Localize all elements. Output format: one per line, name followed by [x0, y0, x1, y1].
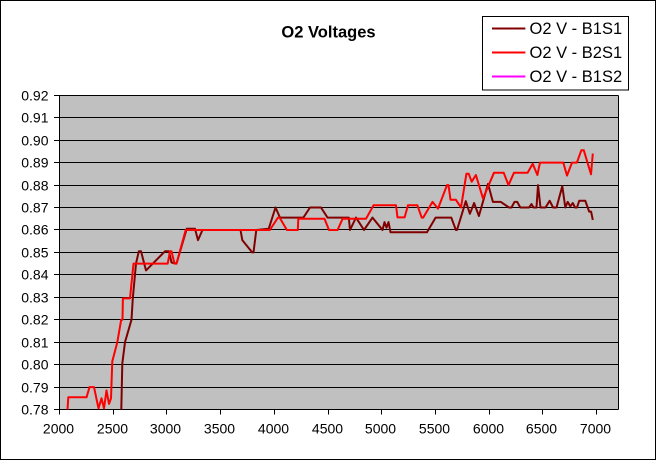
svg-text:0.92: 0.92 — [21, 88, 48, 104]
svg-text:5000: 5000 — [365, 421, 396, 437]
svg-text:O2 V - B1S2: O2 V - B1S2 — [530, 68, 623, 86]
svg-text:7000: 7000 — [580, 421, 611, 437]
svg-text:0.89: 0.89 — [21, 155, 48, 171]
svg-text:O2 V - B1S1: O2 V - B1S1 — [530, 20, 623, 38]
svg-text:0.82: 0.82 — [21, 312, 48, 328]
svg-text:0.78: 0.78 — [21, 402, 48, 418]
svg-text:0.91: 0.91 — [21, 110, 48, 126]
svg-text:4000: 4000 — [258, 421, 289, 437]
svg-text:0.85: 0.85 — [21, 245, 48, 261]
svg-text:3500: 3500 — [204, 421, 235, 437]
svg-text:0.83: 0.83 — [21, 290, 48, 306]
svg-text:3000: 3000 — [150, 421, 181, 437]
svg-text:6000: 6000 — [473, 421, 504, 437]
svg-text:0.86: 0.86 — [21, 222, 48, 238]
svg-text:2500: 2500 — [97, 421, 128, 437]
svg-text:0.84: 0.84 — [21, 267, 48, 283]
svg-text:0.87: 0.87 — [21, 200, 48, 216]
svg-text:0.80: 0.80 — [21, 357, 48, 373]
svg-text:0.88: 0.88 — [21, 178, 48, 194]
svg-text:0.81: 0.81 — [21, 335, 48, 351]
svg-text:0.90: 0.90 — [21, 133, 48, 149]
svg-text:O2 Voltages: O2 Voltages — [281, 24, 375, 42]
svg-text:6500: 6500 — [526, 421, 557, 437]
svg-text:4500: 4500 — [312, 421, 343, 437]
svg-text:5500: 5500 — [419, 421, 450, 437]
svg-text:0.79: 0.79 — [21, 380, 48, 396]
svg-text:O2 V - B2S1: O2 V - B2S1 — [530, 44, 623, 62]
svg-text:2000: 2000 — [43, 421, 74, 437]
